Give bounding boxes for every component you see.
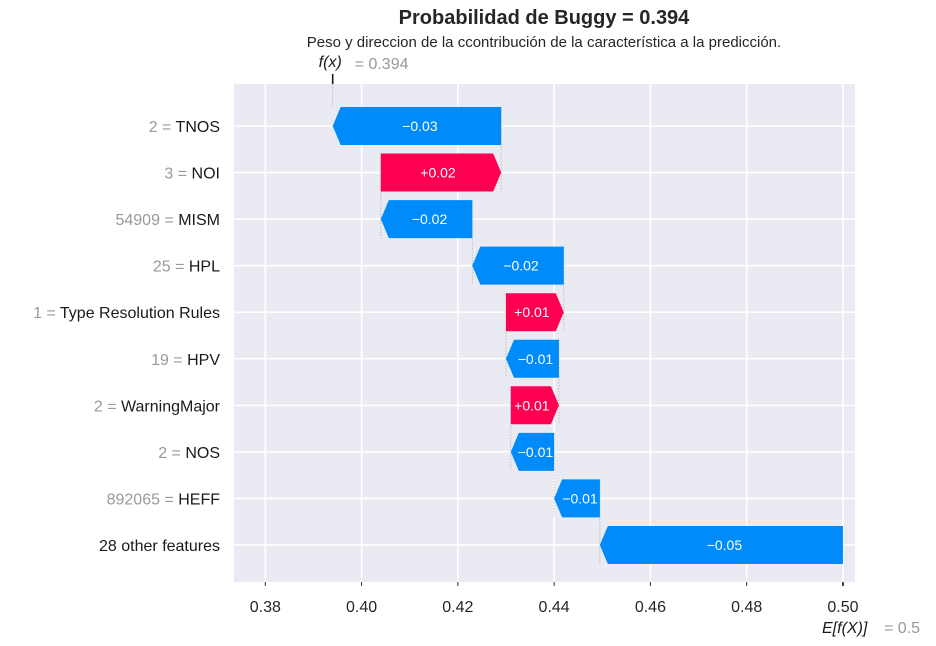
feature-name-5: HPV: [187, 352, 220, 369]
bar-2: [380, 200, 473, 239]
bar-label-2: −0.02: [412, 211, 448, 227]
bar-5: [505, 339, 559, 378]
bar-7: [510, 432, 555, 471]
bar-label-0: −0.03: [402, 118, 438, 134]
feature-name-9: 28 other features: [99, 538, 220, 555]
feature-label-7: 2 = NOS: [158, 445, 220, 462]
feature-value-0: 2 =: [149, 119, 176, 136]
bar-label-7: −0.01: [518, 444, 554, 460]
feature-value-6: 2 =: [94, 398, 121, 415]
feature-name-4: Type Resolution Rules: [60, 305, 220, 322]
feature-value-5: 19 =: [151, 352, 187, 369]
base-label: E[f(X)]: [822, 620, 868, 637]
bar-8: [554, 479, 600, 518]
feature-name-6: WarningMajor: [121, 398, 221, 415]
bar-1: [380, 153, 502, 192]
feature-value-8: 892065 =: [107, 491, 179, 508]
bar-label-5: −0.01: [518, 351, 554, 367]
bar-label-4: +0.01: [514, 304, 550, 320]
chart-title: Probabilidad de Buggy = 0.394: [399, 7, 691, 29]
feature-value-1: 3 =: [164, 166, 191, 183]
bar-6: [510, 386, 559, 425]
feature-value-3: 25 =: [153, 259, 189, 276]
base-value: = 0.5: [884, 620, 920, 637]
feature-label-8: 892065 = HEFF: [107, 491, 221, 508]
feature-label-5: 19 = HPV: [151, 352, 220, 369]
x-tick-label-6: 0.50: [827, 599, 858, 616]
plot-background: [234, 84, 855, 582]
feature-label-6: 2 = WarningMajor: [94, 398, 221, 415]
feature-name-7: NOS: [185, 445, 220, 462]
bar-label-1: +0.02: [420, 165, 456, 181]
feature-name-2: MISM: [178, 212, 220, 229]
feature-label-1: 3 = NOI: [164, 166, 220, 183]
feature-label-3: 25 = HPL: [153, 259, 220, 276]
bar-3: [472, 246, 564, 285]
bar-label-8: −0.01: [562, 490, 598, 506]
chart-subtitle: Peso y direccion de la ccontribución de …: [307, 34, 781, 51]
bar-label-6: +0.01: [514, 397, 550, 413]
feature-value-4: 1 =: [33, 305, 60, 322]
feature-label-9: 28 other features: [99, 538, 220, 555]
feature-value-2: 54909 =: [115, 212, 178, 229]
feature-name-0: TNOS: [176, 119, 220, 136]
plot-area: f(x) = 0.394 −0.03 2 = TNOS +0.02 3 = NOI −0.0…: [33, 54, 920, 637]
x-tick-label-2: 0.42: [442, 599, 473, 616]
feature-value-7: 2 =: [158, 445, 185, 462]
bar-9: [599, 525, 843, 564]
feature-label-2: 54909 = MISM: [115, 212, 220, 229]
bar-label-9: −0.05: [707, 537, 743, 553]
feature-label-4: 1 = Type Resolution Rules: [33, 305, 220, 322]
x-tick-label-0: 0.38: [250, 599, 281, 616]
x-tick-label-1: 0.40: [346, 599, 377, 616]
fx-label: f(x): [319, 54, 342, 71]
feature-name-3: HPL: [189, 259, 220, 276]
bar-4: [505, 293, 564, 332]
fx-value: = 0.394: [355, 56, 409, 73]
feature-label-0: 2 = TNOS: [149, 119, 220, 136]
x-tick-label-5: 0.48: [731, 599, 762, 616]
x-tick-label-4: 0.46: [635, 599, 666, 616]
feature-name-8: HEFF: [178, 491, 220, 508]
bar-label-3: −0.02: [503, 258, 539, 274]
bar-0: [332, 107, 502, 145]
x-tick-label-3: 0.44: [539, 599, 570, 616]
feature-name-1: NOI: [192, 166, 220, 183]
